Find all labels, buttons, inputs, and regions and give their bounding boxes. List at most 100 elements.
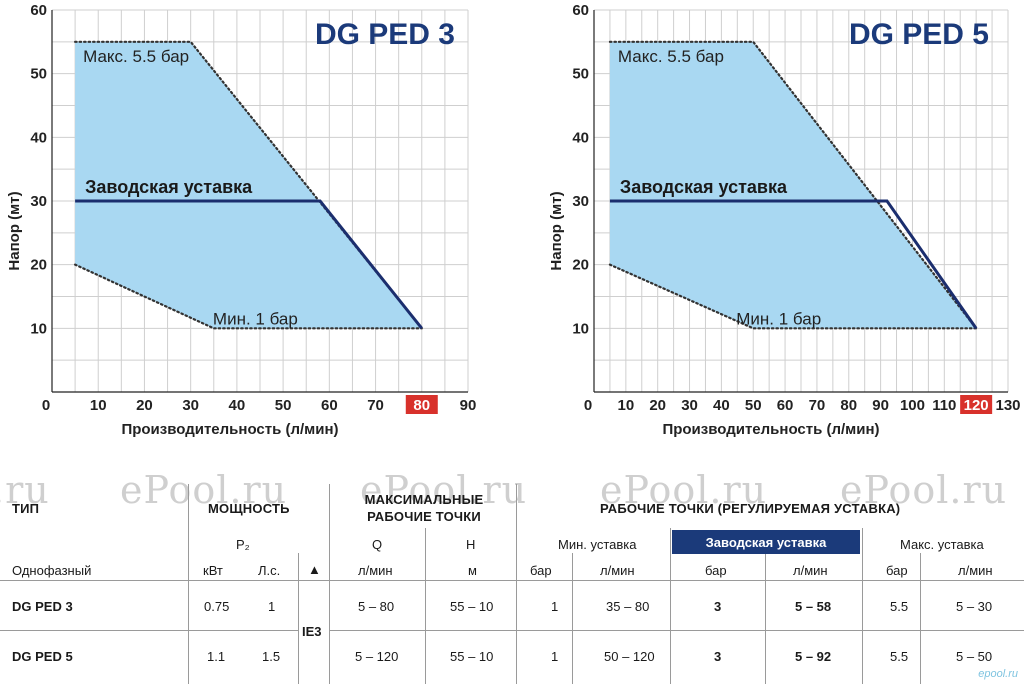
max-points-header: МАКСИМАЛЬНЫЕ РАБОЧИЕ ТОЧКИ: [364, 492, 484, 524]
table-cell: 1: [551, 649, 559, 664]
table-cell: 5.5: [890, 649, 909, 664]
table-cell: 35 – 80: [606, 599, 650, 614]
corner-logo: epool.ru: [978, 668, 1018, 680]
watermark: ePool.ru: [120, 468, 288, 512]
triangle-icon: ▲: [308, 562, 321, 577]
y-tick-label: 10: [572, 320, 589, 337]
x-axis-label: Производительность (л/мин): [662, 421, 879, 438]
highlight-tick-bg: [405, 395, 438, 414]
fac-bar-unit: бар: [705, 563, 727, 578]
table-cell: 0.75: [204, 599, 230, 614]
x-tick-label: 70: [809, 397, 826, 414]
watermark: ePool.ru: [360, 468, 528, 512]
x-axis-label: Производительность (л/мин): [121, 421, 338, 438]
x-tick-label: 50: [275, 397, 292, 414]
x-tick-label: 100: [900, 397, 925, 414]
table-cell: 1.1: [207, 649, 226, 664]
hp-unit: Л.с.: [258, 563, 281, 578]
p2-label: P₂: [236, 537, 250, 552]
max-lpm-unit: л/мин: [958, 563, 993, 578]
table-cell: 55 – 10: [450, 599, 494, 614]
y-tick-label: 60: [572, 2, 589, 19]
x-tick-label: 130: [995, 397, 1020, 414]
watermark: .ru: [0, 468, 50, 512]
table-cell: 5 – 120: [355, 649, 399, 664]
x-tick-label: 40: [713, 397, 730, 414]
x-tick-label: 40: [229, 397, 246, 414]
ie-class: IE3: [302, 624, 322, 639]
y-tick-label: 30: [572, 193, 589, 210]
power-header: МОЩНОСТЬ: [208, 501, 290, 516]
x-tick-label: 20: [649, 397, 666, 414]
series-label-factory: Заводская уставка: [620, 177, 788, 197]
y-axis-label: Напор (мт): [548, 191, 565, 270]
series-label-max: Макс. 5.5 бар: [618, 47, 724, 66]
x-tick-label: 50: [745, 397, 762, 414]
operating-region: [609, 41, 977, 329]
x-tick-label: 70: [367, 397, 384, 414]
y-tick-label: 50: [30, 66, 47, 83]
table-cell: 5 – 80: [358, 599, 395, 614]
x-tick-label: 10: [618, 397, 635, 414]
watermark: ePool.ru: [840, 468, 1008, 512]
y-tick-label: 40: [30, 129, 47, 146]
x-tick-label: 80: [413, 397, 430, 414]
y-tick-label: 20: [572, 257, 589, 274]
chart-title: DG PED 3: [315, 18, 455, 51]
table-cell: 1.5: [262, 649, 281, 664]
y-axis-label: Напор (мт): [6, 191, 23, 270]
phase-label: Однофазный: [12, 563, 92, 578]
spec-table: ТИП МОЩНОСТЬ МАКСИМАЛЬНЫЕ РАБОЧИЕ ТОЧКИ …: [0, 455, 1024, 684]
x-tick-label: 0: [584, 397, 592, 414]
chart-title: DG PED 5: [849, 18, 989, 51]
series-line-max: [608, 40, 978, 330]
table-cell: 1: [551, 599, 559, 614]
q-label: Q: [372, 537, 383, 552]
type-header: ТИП: [12, 501, 40, 516]
x-tick-label: 110: [932, 397, 956, 414]
table-cell: 5.5: [890, 599, 909, 614]
x-tick-label: 60: [777, 397, 794, 414]
x-tick-label: 90: [872, 397, 889, 414]
work-points-header: РАБОЧИЕ ТОЧКИ (РЕГУЛИРУЕМАЯ УСТАВКА): [600, 501, 901, 516]
max-bar-unit: бар: [886, 563, 908, 578]
min-bar-unit: бар: [530, 563, 552, 578]
h-label: H: [466, 537, 476, 552]
table-cell: 1: [268, 599, 276, 614]
x-tick-label: 0: [42, 397, 50, 414]
min-lpm-unit: л/мин: [600, 563, 635, 578]
x-tick-label: 10: [90, 397, 107, 414]
table-row: DG PED 5: [12, 649, 73, 664]
factory-setting-badge: Заводская уставка: [672, 530, 860, 554]
y-tick-label: 40: [572, 129, 589, 146]
watermark: ePool.ru: [600, 468, 768, 512]
y-tick-label: 60: [30, 2, 47, 19]
series-line-min: [74, 263, 423, 330]
x-tick-label: 30: [681, 397, 698, 414]
x-tick-label: 60: [321, 397, 338, 414]
table-cell: 3: [714, 649, 722, 664]
highlight-tick-bg: [960, 395, 993, 414]
table-cell: 55 – 10: [450, 649, 494, 664]
max-setting-label: Макс. уставка: [900, 537, 984, 552]
series-line-min: [608, 263, 978, 330]
series-line-factory: [75, 199, 423, 330]
x-tick-label: 30: [182, 397, 199, 414]
x-tick-label: 80: [840, 397, 857, 414]
table-cell: 5 – 30: [956, 599, 993, 614]
series-label-factory: Заводская уставка: [85, 177, 253, 197]
fac-lpm-unit: л/мин: [793, 563, 828, 578]
x-tick-label: 120: [964, 397, 989, 414]
y-tick-label: 10: [30, 320, 47, 337]
watermark-strip: .ru ePool.ru ePool.ru ePool.ru ePool.ru: [0, 468, 1024, 512]
kw-unit: кВт: [203, 563, 223, 578]
min-setting-label: Мин. уставка: [558, 537, 637, 552]
series-label-min: Мин. 1 бар: [213, 309, 298, 328]
y-tick-label: 30: [30, 193, 47, 210]
table-cell: 5 – 92: [795, 649, 832, 664]
y-tick-label: 50: [572, 66, 589, 83]
h-unit: м: [468, 563, 477, 578]
q-unit: л/мин: [358, 563, 393, 578]
charts-area: 0 10 20 30 40 50 60 70 80 90 10 20 30 40 50 60 Производи…: [6, 2, 1021, 438]
table-cell: 50 – 120: [604, 649, 655, 664]
